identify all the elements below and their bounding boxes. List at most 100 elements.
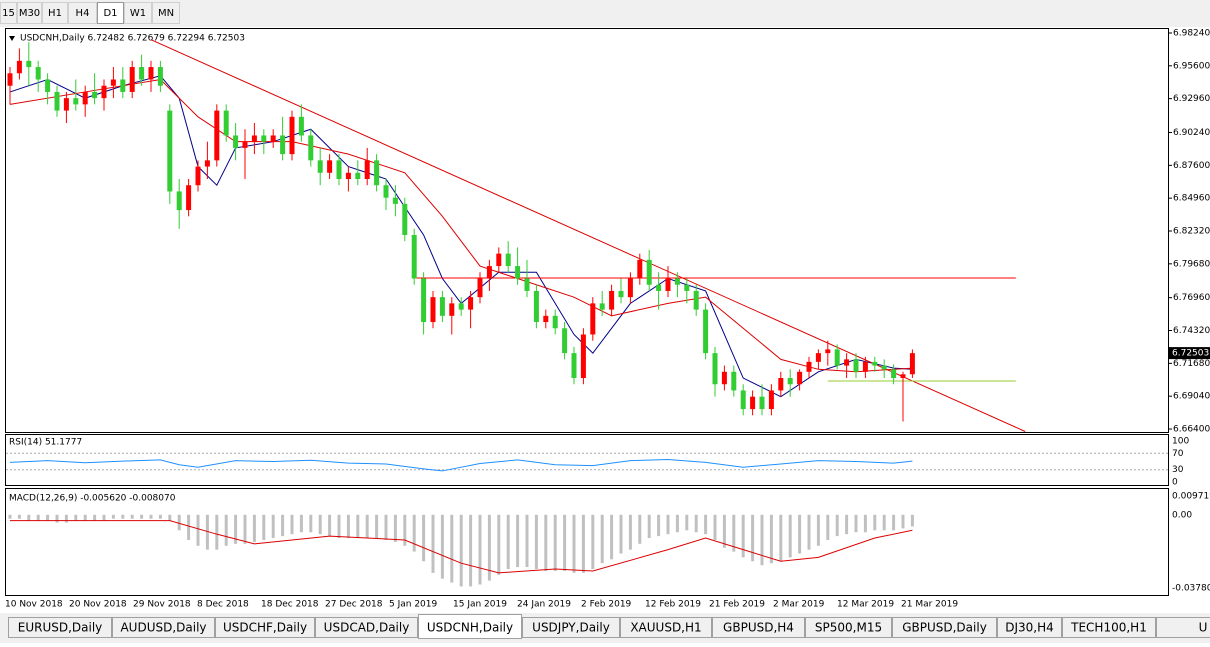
timeframe-label[interactable]: H4 [76, 8, 90, 19]
macd-bar [225, 515, 228, 546]
macd-bar [244, 515, 247, 544]
chart-tab-label[interactable]: DJ30,H4 [1005, 621, 1054, 635]
candle-body [760, 397, 765, 409]
date-label: 12 Mar 2019 [837, 600, 894, 610]
chart-tab-label[interactable]: U [1199, 621, 1208, 635]
macd-bar [497, 515, 500, 575]
chart-tab-label[interactable]: TECH100,H1 [1070, 621, 1147, 635]
timeframe-label[interactable]: M30 [19, 8, 40, 19]
macd-bar [197, 515, 200, 546]
macd-bar [272, 515, 275, 538]
macd-bar [704, 515, 707, 534]
candle-body [214, 111, 219, 161]
macd-bar [864, 515, 867, 532]
rsi-line [10, 459, 912, 470]
macd-bar [544, 515, 547, 571]
candle-body [412, 235, 417, 279]
candle-body [196, 167, 201, 186]
candle-body [393, 198, 398, 204]
candle-body [553, 316, 558, 328]
candle-body [365, 160, 370, 179]
y-tick-label: 6.79680 [1173, 259, 1210, 269]
chart-tab-label[interactable]: USDCHF,Daily [223, 621, 307, 635]
toolbar: 15 M30 H1 H4 D1 W1 MN [1, 3, 180, 24]
candle-body [111, 79, 116, 85]
candle-body [431, 297, 436, 322]
macd-bar [667, 515, 670, 534]
macd-bar [657, 515, 660, 536]
macd-bar [84, 515, 87, 521]
collapse-icon[interactable] [9, 36, 15, 41]
timeframe-label[interactable]: H1 [48, 8, 62, 19]
macd-bar [215, 515, 218, 550]
macd-bar [479, 515, 482, 585]
date-label: 27 Dec 2018 [325, 600, 383, 610]
candle-body [440, 297, 445, 316]
chart-tab-label[interactable]: XAUUSD,H1 [630, 621, 701, 635]
y-tick-label: 6.90240 [1173, 128, 1210, 138]
indicator-line [10, 79, 912, 371]
candle-body [713, 353, 718, 384]
macd-bar [187, 515, 190, 540]
candle-body [73, 98, 78, 104]
timeframe-label[interactable]: W1 [130, 8, 146, 19]
chart-tab-label[interactable]: EURUSD,Daily [18, 621, 103, 635]
macd-bar [601, 515, 604, 563]
candle-body [280, 135, 285, 154]
macd-bar [121, 515, 124, 519]
macd-bar [385, 515, 388, 540]
macd-bar [450, 515, 453, 583]
macd-bar [836, 515, 839, 536]
candle-body [525, 279, 530, 291]
macd-bar [620, 515, 623, 554]
candle-body [581, 334, 586, 378]
candle-body [543, 316, 548, 322]
macd-bar [140, 515, 143, 519]
y-tick-label: 6.87600 [1173, 161, 1210, 171]
chart-tab-label[interactable]: AUDUSD,Daily [120, 621, 206, 635]
candle-body [8, 73, 13, 85]
candle-body [167, 111, 172, 192]
macd-bar [262, 515, 265, 540]
candle-body [835, 349, 840, 365]
macd-bar [798, 515, 801, 554]
candle-body [910, 353, 915, 374]
macd-bar [131, 515, 134, 519]
date-label: 18 Dec 2018 [261, 600, 319, 610]
candle-body [797, 372, 802, 384]
chart-tab-label[interactable]: USDJPY,Daily [532, 621, 610, 635]
y-tick-label: 6.74320 [1173, 326, 1210, 336]
candle-body [271, 135, 276, 141]
candle-body [459, 303, 464, 309]
macd-bar [676, 515, 679, 532]
candle-body [449, 303, 454, 315]
candle-body [666, 279, 671, 291]
candle-body [308, 135, 313, 160]
macd-bar [573, 515, 576, 573]
timeframe-label[interactable]: 15 [2, 8, 15, 19]
chart-tab-label[interactable]: USDCAD,Daily [324, 621, 410, 635]
chart-tab-label[interactable]: SP500,M15 [815, 621, 882, 635]
chart-tab-label[interactable]: GBPUSD,H4 [723, 621, 794, 635]
timeframe-label[interactable]: D1 [103, 8, 117, 19]
macd-tick-label: 0.009719 [1172, 492, 1210, 502]
macd-bar [56, 515, 59, 523]
date-label: 29 Nov 2018 [133, 600, 191, 610]
chart-tab-label[interactable]: USDCNH,Daily [427, 621, 513, 635]
macd-bar [610, 515, 613, 560]
candle-body [722, 372, 727, 384]
macd-bar [535, 515, 538, 569]
macd-bar [281, 515, 284, 536]
timeframe-label[interactable]: MN [158, 8, 174, 19]
candle-body [45, 79, 50, 91]
y-tick-label: 6.66400 [1173, 425, 1210, 435]
candle-body [120, 79, 125, 91]
chart-tab-label[interactable]: GBPUSD,Daily [902, 621, 987, 635]
date-label: 15 Jan 2019 [453, 600, 507, 610]
toolbar-bg [0, 0, 1210, 27]
candle-body [694, 291, 699, 310]
candle-body [647, 260, 652, 285]
main-pane [6, 29, 1169, 433]
macd-bar [516, 515, 519, 567]
